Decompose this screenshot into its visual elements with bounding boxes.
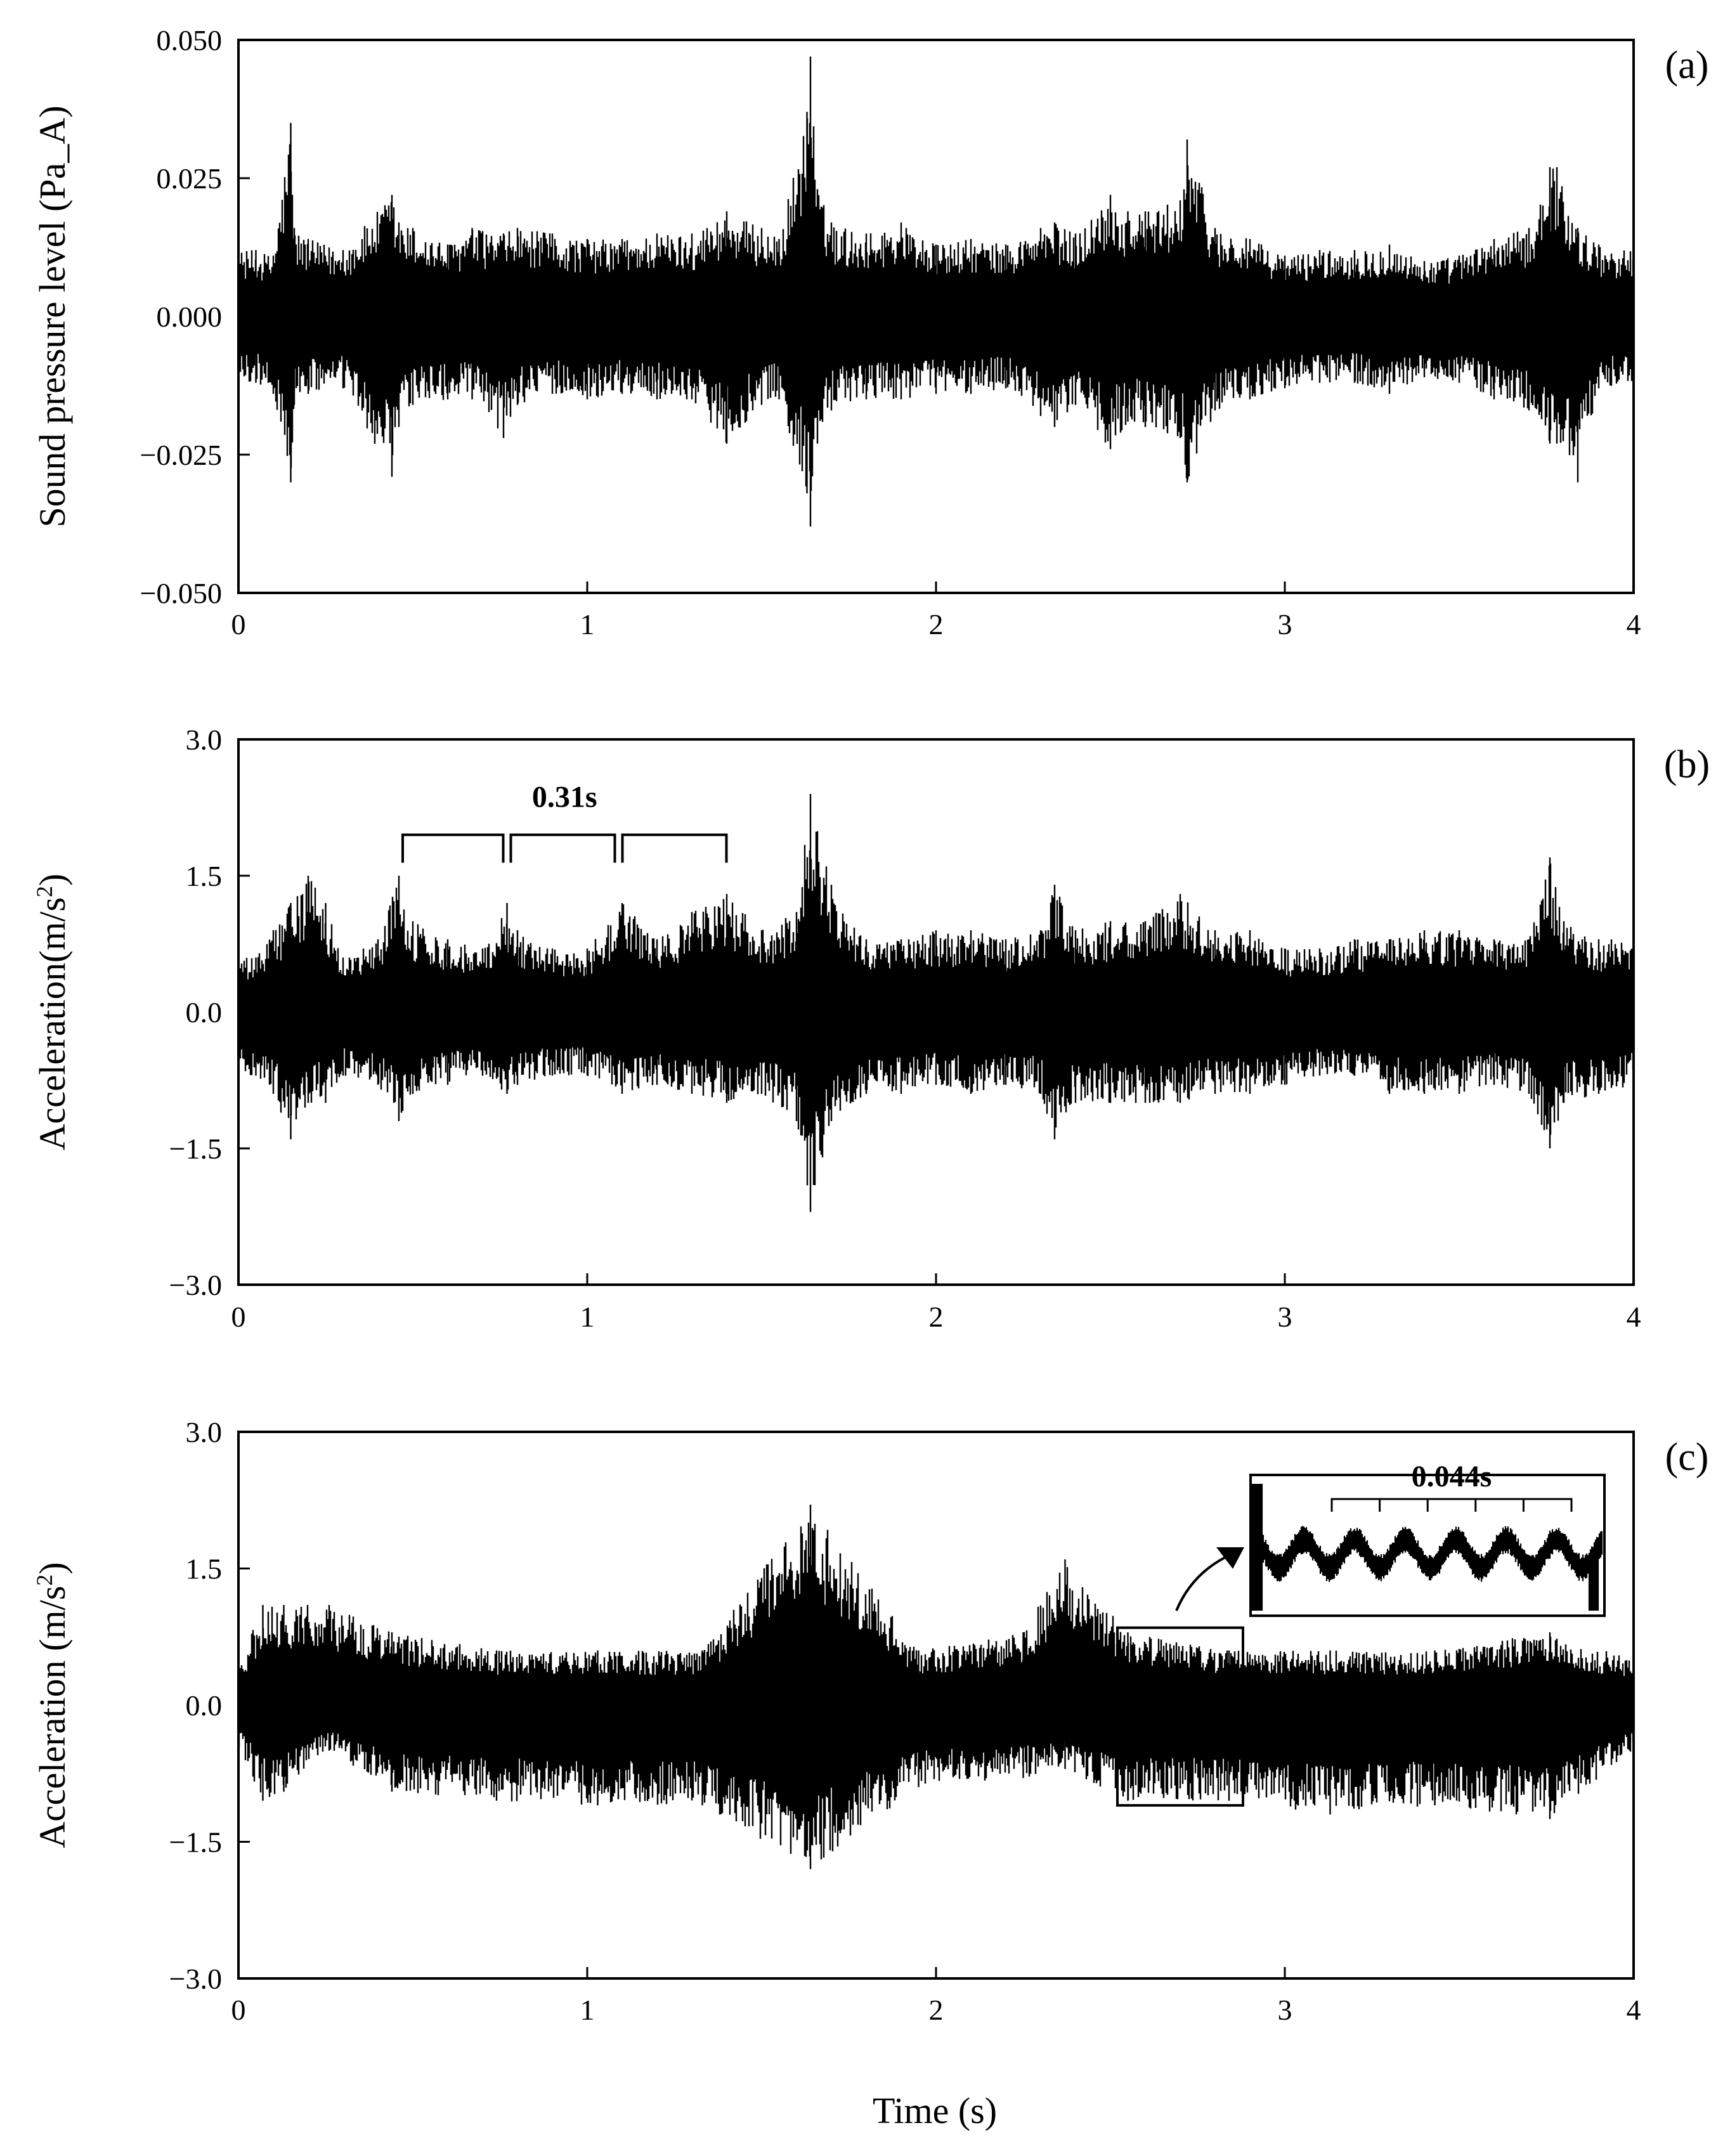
y-tick-label: 1.5 [186,860,223,892]
panel-a: 0 1 2 3 4 0.050 0.025 0.000 −0.025 −0.050 Sound pr… [32,24,1708,640]
x-tick-label: 3 [1278,1301,1292,1333]
y-tick-label: 0.000 [157,301,223,333]
period-bracket [401,833,505,863]
y-tick-label: −0.025 [140,439,222,471]
x-tick-label: 2 [929,608,944,640]
x-tick-label: 4 [1627,1301,1641,1333]
period-bracket [621,833,728,863]
period-bracket [509,833,616,863]
y-tick-label: −3.0 [169,1963,222,1995]
x-tick-label: 1 [580,1301,595,1333]
panel-label: (a) [1665,44,1709,87]
series-waveform-1 [237,56,1635,527]
y-tick-label: 0.050 [157,24,223,56]
y-tick-label: 3.0 [186,1416,223,1448]
y-tick-label: 0.025 [157,162,223,195]
y-tick-label: −1.5 [169,1826,222,1859]
x-tick-label: 2 [929,1994,944,2026]
x-tick-label: 0 [231,1301,246,1333]
panel-b: 0 1 2 3 4 3.0 1.5 0.0 −1.5 −3.0 Acceleration(m/s2)… [32,724,1710,1333]
x-tick-label: 1 [580,608,595,640]
inset-waveform [1251,1484,1603,1611]
zoom-arrowhead [1216,1547,1244,1569]
panel-label: (c) [1665,1436,1709,1479]
panel-label: (b) [1664,743,1710,786]
y-tick-label: 0.0 [186,1689,223,1722]
y-tick-label: 1.5 [186,1553,223,1585]
series-waveform-2 [237,794,1635,1212]
x-axis-label: Time (s) [873,2090,997,2131]
x-tick-label: 1 [580,1994,595,2026]
x-tick-label: 4 [1627,608,1641,640]
x-tick-label: 3 [1278,608,1292,640]
y-tick-label: −1.5 [169,1133,222,1165]
y-axis-label: Sound pressure level (Pa_A) [32,105,73,527]
y-tick-label: −0.050 [140,577,222,609]
zoom-source-box [1116,1626,1244,1807]
x-tick-label: 2 [929,1301,944,1333]
x-tick-label: 4 [1627,1994,1641,2026]
x-tick-label: 0 [231,1994,246,2026]
y-tick-label: 0.0 [186,996,223,1029]
y-tick-label: −3.0 [169,1269,222,1301]
inset-period-brackets [1330,1498,1573,1512]
x-tick-label: 0 [231,608,246,640]
period-label: 0.31s [532,781,597,814]
y-axis-label: Acceleration(m/s2) [32,874,73,1151]
x-tick-label: 3 [1278,1994,1292,2026]
zoom-arrow [1175,1554,1231,1611]
y-axis-label: Acceleration (m/s2) [32,1562,73,1848]
y-tick-label: 3.0 [186,724,223,756]
inset-period-label: 0.044s [1412,1460,1492,1493]
panel-c: 0 1 2 3 4 3.0 1.5 0.0 −1.5 −3.0 Acceleration (m/s2… [32,1416,1708,2026]
